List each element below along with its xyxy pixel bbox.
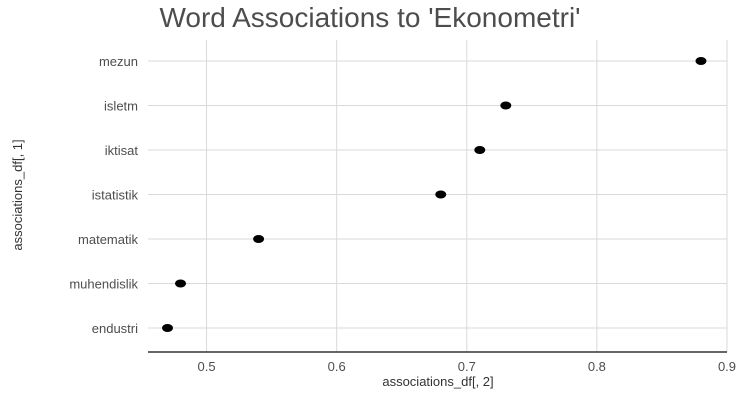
data-point (500, 101, 512, 110)
y-tick-label: endustri (92, 321, 138, 336)
x-tick-label: 0.9 (718, 359, 736, 374)
x-tick-label: 0.8 (588, 359, 606, 374)
x-tick-label: 0.5 (198, 359, 216, 374)
data-points (162, 57, 707, 332)
data-point (474, 146, 486, 154)
y-tick-label: istatistik (92, 188, 139, 203)
tick-labels: 0.5 0.6 0.7 0.8 0.9 mezun isletm iktisat istatis… (69, 54, 736, 374)
x-tick-label: 0.6 (328, 359, 346, 374)
y-tick-label: matematik (78, 232, 138, 247)
x-axis-title: associations_df[, 2] (382, 374, 493, 389)
data-point (253, 235, 265, 243)
data-point (175, 279, 187, 288)
y-tick-label: mezun (99, 54, 138, 69)
y-tick-label: iktisat (105, 143, 139, 158)
y-tick-label: isletm (104, 99, 138, 114)
chart-title: Word Associations to 'Ekonometri' (159, 2, 581, 33)
data-point (695, 57, 707, 65)
grid-lines (148, 40, 728, 352)
data-point (435, 190, 447, 199)
y-axis-title: associations_df[, 1] (10, 139, 25, 250)
data-point (162, 324, 174, 332)
y-tick-label: muhendislik (69, 277, 138, 292)
x-tick-label: 0.7 (458, 359, 476, 374)
